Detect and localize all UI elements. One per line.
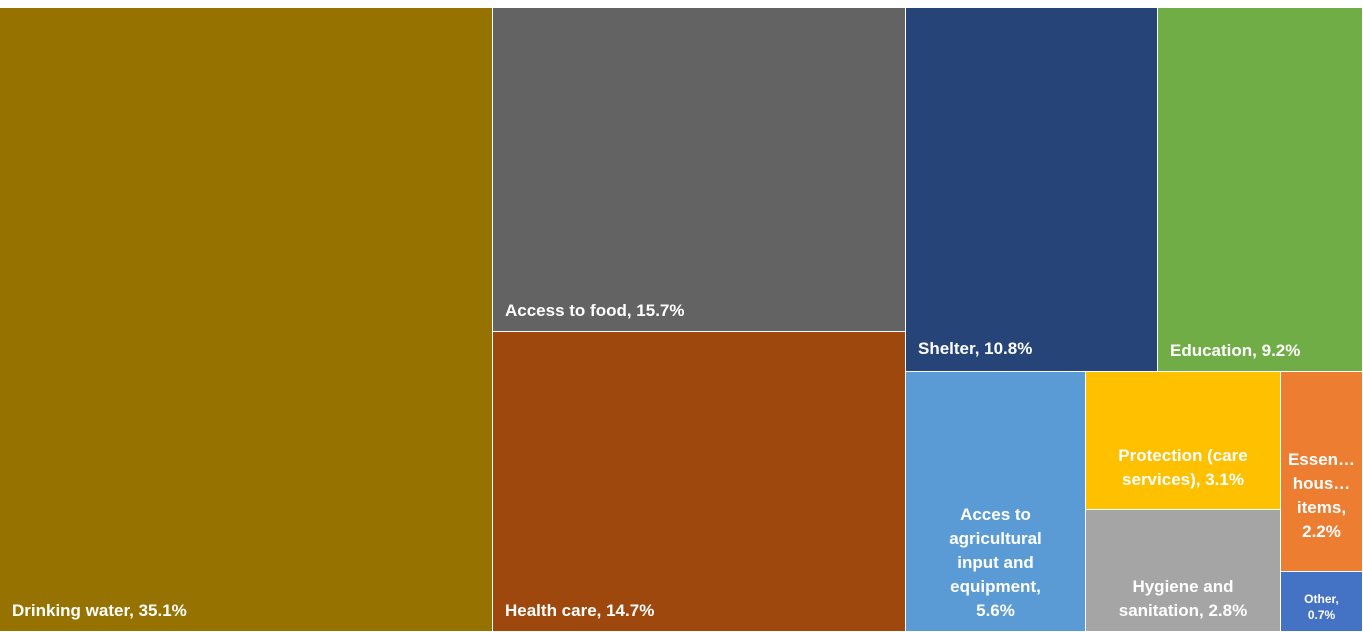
tile-shelter: Shelter, 10.8% <box>906 8 1158 372</box>
tile-access-to-food: Access to food, 15.7% <box>493 8 906 332</box>
tile-drinking-water: Drinking water, 35.1% <box>0 8 493 632</box>
tile-health-care: Health care, 14.7% <box>493 332 906 632</box>
cropped-title-strip <box>0 0 1363 8</box>
tile-shelter-label: Shelter, 10.8% <box>918 339 1033 358</box>
tile-essential-household-items-label: Essen… hous… items, 2.2% <box>1287 450 1356 541</box>
tile-education: Education, 9.2% <box>1158 8 1363 372</box>
tile-other-label: Other, 0.7% <box>1304 592 1339 622</box>
tile-protection: Protection (care services), 3.1% <box>1086 372 1281 510</box>
tile-drinking-water-label: Drinking water, 35.1% <box>12 601 187 620</box>
tile-health-care-label: Health care, 14.7% <box>505 601 655 620</box>
tile-agricultural-input: Acces to agricultural input and equipmen… <box>906 372 1086 632</box>
tile-hygiene-sanitation-label: Hygiene and sanitation, 2.8% <box>1118 577 1248 620</box>
tile-education-label: Education, 9.2% <box>1170 341 1301 360</box>
tile-access-to-food-label: Access to food, 15.7% <box>505 301 685 320</box>
tile-other: Other, 0.7% <box>1281 572 1363 632</box>
tile-agricultural-input-label: Acces to agricultural input and equipmen… <box>949 505 1042 620</box>
tile-protection-label: Protection (care services), 3.1% <box>1118 446 1248 489</box>
tile-hygiene-sanitation: Hygiene and sanitation, 2.8% <box>1086 510 1281 632</box>
tile-essential-household-items: Essen… hous… items, 2.2% <box>1281 372 1363 572</box>
